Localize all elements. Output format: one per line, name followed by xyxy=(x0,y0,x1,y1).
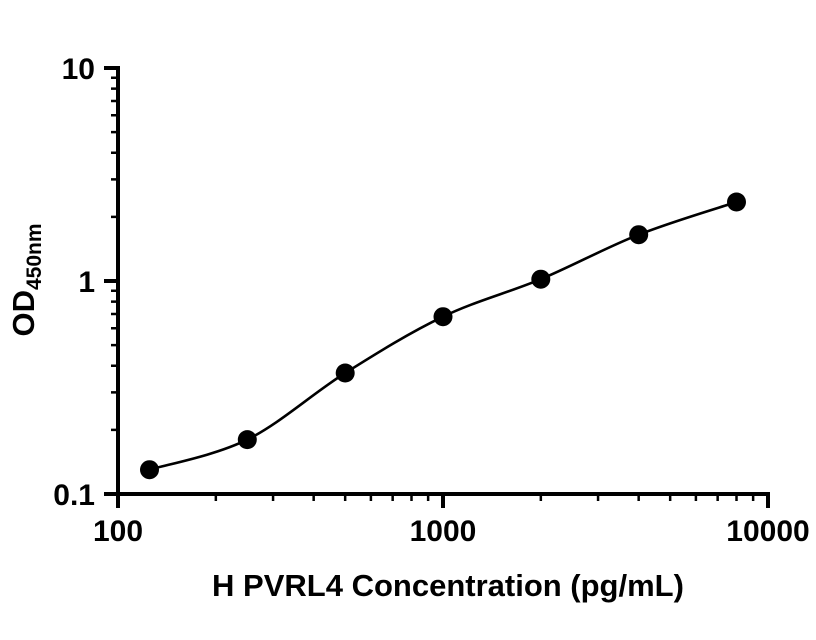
x-tick-label: 100 xyxy=(93,515,143,548)
data-point xyxy=(335,363,355,383)
x-axis-title: H PVRL4 Concentration (pg/mL) xyxy=(212,568,684,603)
x-tick-label: 10000 xyxy=(726,515,809,548)
y-tick-label: 1 xyxy=(78,266,95,299)
y-axis-title-subscript: 450nm xyxy=(23,223,46,290)
fit-curve xyxy=(149,200,737,471)
axes-layer: 0.1 1 10 100 1000 10000 xyxy=(53,53,809,548)
y-tick-label: 0.1 xyxy=(53,479,95,512)
x-tick-label: 1000 xyxy=(410,515,477,548)
data-point xyxy=(629,225,649,245)
y-tick-label: 10 xyxy=(62,53,95,86)
data-point xyxy=(727,192,746,212)
data-point xyxy=(433,307,453,327)
data-point xyxy=(237,430,257,450)
y-axis-title: OD450nm xyxy=(6,223,46,336)
data-point xyxy=(140,460,159,480)
y-axis-title-main: OD xyxy=(6,290,41,337)
data-point xyxy=(531,269,551,289)
axis-lines xyxy=(116,66,770,496)
